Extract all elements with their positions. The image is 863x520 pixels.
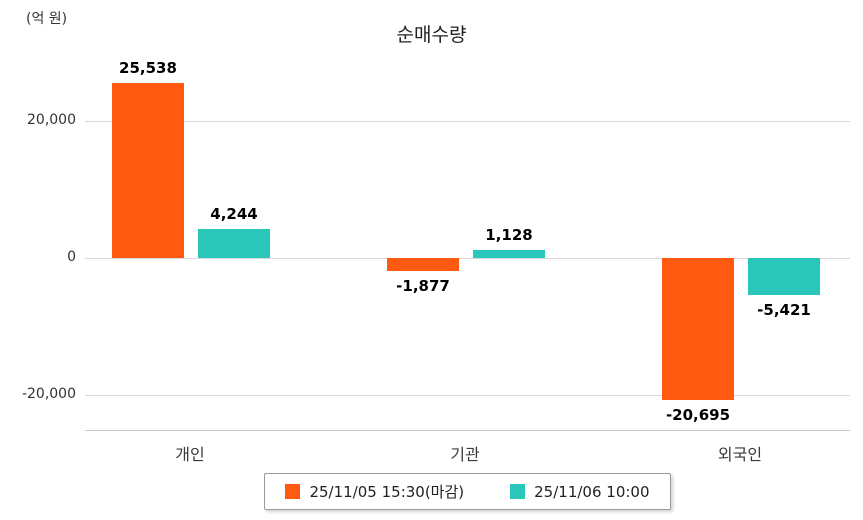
bar-value-label: -5,421 [757,301,811,319]
bar-series-0-개인 [112,83,184,258]
bar-series-1-기관 [473,250,545,258]
gridline-0 [85,258,850,259]
y-axis-tick-label: 20,000 [27,112,76,128]
chart-title: 순매수량 [396,24,467,46]
gridline-20000 [85,121,850,122]
bar-value-label: 4,244 [210,205,258,223]
bar-value-label: 1,128 [485,226,533,244]
y-axis-tick-label: 0 [67,249,76,265]
bar-series-0-기관 [387,258,459,271]
x-axis-line [85,430,850,431]
legend-item-series-0: 25/11/05 15:30(마감) [285,481,464,502]
x-axis-label-2: 외국인 [717,445,763,464]
bar-value-label: -1,877 [396,277,450,295]
legend-swatch-teal [510,484,526,499]
y-axis-unit-label: (억 원) [26,11,68,27]
bar-series-1-개인 [198,229,270,258]
legend-swatch-orange [285,484,301,499]
legend-item-series-1: 25/11/06 10:00 [510,482,650,501]
bar-series-0-외국인 [662,258,734,400]
bar-value-label: 25,538 [119,59,177,77]
gridline--20000 [85,395,850,396]
legend-label-series-0: 25/11/05 15:30(마감) [309,483,465,501]
y-axis-tick-label: -20,000 [21,386,76,402]
x-axis-label-0: 개인 [175,445,205,464]
x-axis-label-1: 기관 [450,445,480,464]
bar-series-1-외국인 [748,258,820,295]
bar-value-label: -20,695 [665,406,731,424]
legend: 25/11/05 15:30(마감) 25/11/06 10:00 [85,473,850,510]
legend-label-series-1: 25/11/06 10:00 [534,482,650,501]
legend-box: 25/11/05 15:30(마감) 25/11/06 10:00 [264,473,671,510]
